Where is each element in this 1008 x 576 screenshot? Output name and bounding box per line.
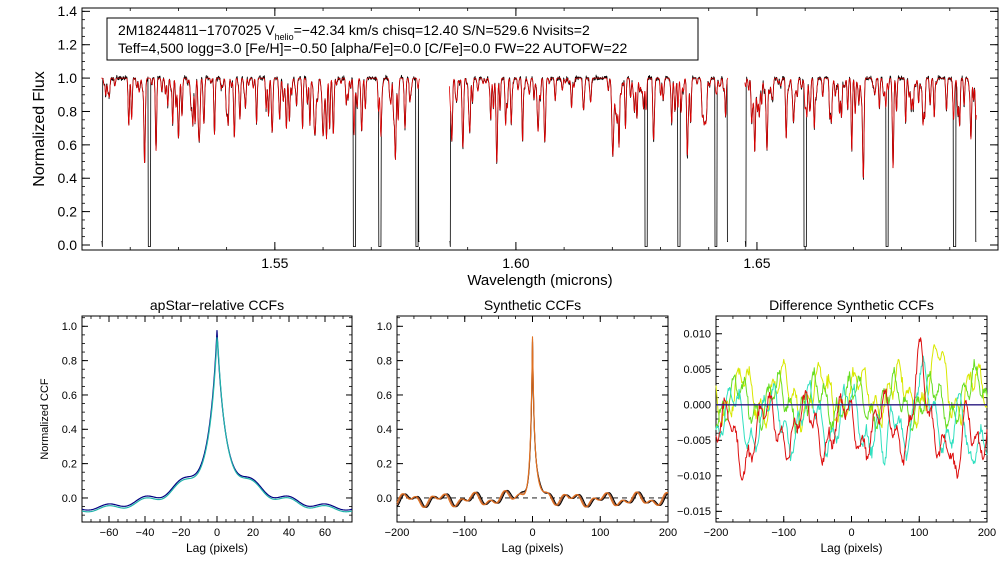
observed-spectrum-chip-1 bbox=[101, 74, 420, 248]
y-tick-label: 0.4 bbox=[62, 424, 77, 436]
x-axis-title: Lag (pixels) bbox=[186, 541, 248, 555]
y-tick-label: 0.0 bbox=[62, 493, 77, 505]
x-tick-label: −60 bbox=[100, 527, 119, 539]
x-tick-label: 200 bbox=[659, 527, 677, 539]
y-tick-label: 0.005 bbox=[683, 364, 711, 376]
y-tick-label: 1.0 bbox=[62, 321, 77, 333]
x-axis-title: Lag (pixels) bbox=[820, 541, 882, 555]
x-tick-label: −100 bbox=[452, 527, 477, 539]
y-tick-label: 1.2 bbox=[58, 37, 78, 53]
difference-ccf-line-1 bbox=[715, 344, 988, 433]
y-tick-label: 0.6 bbox=[62, 390, 77, 402]
panel-title: apStar−relative CCFs bbox=[150, 297, 284, 313]
x-tick-label: −200 bbox=[385, 527, 410, 539]
y-tick-label: 0.2 bbox=[58, 204, 78, 220]
y-tick-label: −0.015 bbox=[677, 506, 711, 518]
synthetic-ccf-line-3 bbox=[396, 336, 669, 508]
panel-title: Synthetic CCFs bbox=[484, 297, 581, 313]
x-tick-label: 60 bbox=[319, 527, 331, 539]
x-tick-label: 1.65 bbox=[743, 255, 770, 271]
apstar-ccf-panel: −60 −40 −20 0 20 40 60 0.0 0.2 0.4 0.6 0.8 1.0 apStar… bbox=[39, 297, 353, 555]
synthetic-ccf-panel: −200 −100 0 100 200 0.0 0.2 0.4 0.6 0.8 1.0 Synthet… bbox=[377, 297, 677, 555]
x-tick-label: −100 bbox=[771, 527, 796, 539]
x-tick-label: −20 bbox=[172, 527, 191, 539]
model-spectrum-chip-1 bbox=[101, 77, 420, 163]
y-tick-label: −0.005 bbox=[677, 435, 711, 447]
y-tick-label: 0.4 bbox=[58, 170, 78, 186]
difference-ccf-line-4 bbox=[715, 337, 988, 481]
y-tick-label: 0.6 bbox=[58, 137, 78, 153]
x-tick-label: 0 bbox=[529, 527, 535, 539]
y-tick-label: 0.8 bbox=[58, 103, 78, 119]
x-tick-label: 0 bbox=[848, 527, 854, 539]
x-tick-label: 100 bbox=[591, 527, 609, 539]
plot-frame bbox=[715, 315, 988, 523]
y-axis-title: Normalized Flux bbox=[31, 71, 48, 187]
annotation-params: =−42.34 km/s chisq=12.40 S/N=529.6 Nvisi… bbox=[294, 22, 590, 38]
y-tick-label: 0.2 bbox=[62, 458, 77, 470]
y-tick-label: 0.8 bbox=[377, 355, 392, 367]
y-tick-label: 1.4 bbox=[58, 3, 78, 19]
annotation-star-id: 2M18244811−1707025 V bbox=[118, 22, 275, 38]
annotation-box bbox=[106, 17, 699, 61]
y-tick-label: 0.6 bbox=[377, 390, 392, 402]
x-tick-label: 100 bbox=[910, 527, 928, 539]
y-tick-label: 0.000 bbox=[683, 400, 711, 412]
y-tick-label: 0.0 bbox=[377, 493, 392, 505]
difference-ccf-panel: −200 −100 0 100 200 −0.015 −0.010 −0.005 0.000 0.… bbox=[677, 297, 996, 555]
model-spectrum-chip-2 bbox=[448, 77, 729, 163]
y-axis-title: Normalized CCF bbox=[39, 378, 51, 460]
x-axis-title: Lag (pixels) bbox=[501, 541, 563, 555]
annotation-line-1: 2M18244811−1707025 Vhelio=−42.34 km/s ch… bbox=[118, 22, 590, 42]
y-tick-label: 1.0 bbox=[58, 70, 78, 86]
x-tick-label: −40 bbox=[136, 527, 155, 539]
difference-ccf-line-2 bbox=[715, 359, 988, 435]
x-tick-label: 200 bbox=[978, 527, 996, 539]
panel-title: Difference Synthetic CCFs bbox=[769, 297, 934, 313]
spectrum-panel: 1.55 1.60 1.65 0.0 0.2 0.4 0.6 0.8 1.0 1.2 1.4 Wave… bbox=[31, 3, 999, 289]
x-tick-label: −200 bbox=[704, 527, 729, 539]
y-tick-label: 0.0 bbox=[58, 237, 78, 253]
ccf-visit-1-line bbox=[81, 329, 353, 511]
x-tick-label: 40 bbox=[283, 527, 295, 539]
y-tick-label: −0.010 bbox=[677, 471, 711, 483]
model-spectrum-chip-3 bbox=[744, 77, 977, 178]
y-tick-label: 0.2 bbox=[377, 458, 392, 470]
annotation-line-2: Teff=4,500 logg=3.0 [Fe/H]=−0.50 [alpha/… bbox=[118, 40, 627, 56]
x-tick-label: 1.55 bbox=[261, 255, 288, 271]
y-tick-label: 0.4 bbox=[377, 424, 392, 436]
x-axis-title: Wavelength (microns) bbox=[467, 272, 612, 289]
observed-spectrum-chip-3 bbox=[744, 75, 977, 248]
y-tick-label: 0.010 bbox=[683, 329, 711, 341]
difference-ccf-line-3 bbox=[715, 355, 988, 466]
y-tick-label: 0.8 bbox=[62, 355, 77, 367]
annotation-subscript: helio bbox=[275, 32, 294, 42]
x-tick-label: 20 bbox=[247, 527, 259, 539]
plot-frame bbox=[81, 7, 999, 251]
y-tick-label: 1.0 bbox=[377, 321, 392, 333]
x-tick-label: 1.60 bbox=[502, 255, 529, 271]
x-tick-label: 0 bbox=[214, 527, 220, 539]
ccf-visit-2-line bbox=[81, 337, 353, 513]
